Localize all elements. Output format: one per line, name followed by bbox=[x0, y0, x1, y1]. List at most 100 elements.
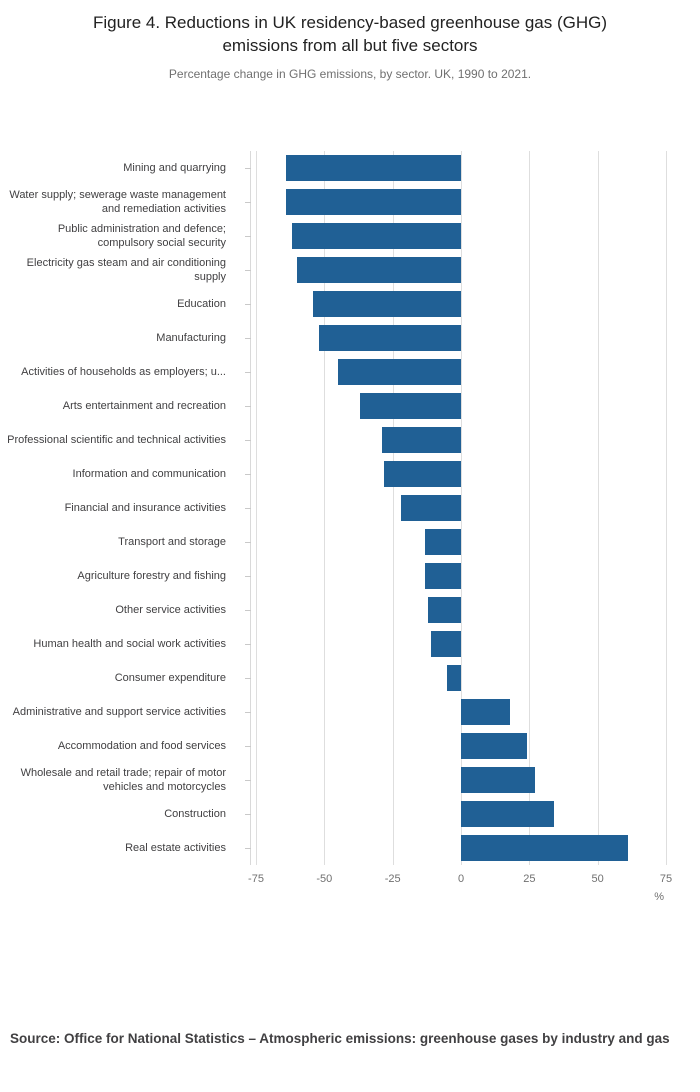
x-tick-label: 75 bbox=[659, 872, 673, 885]
x-tick-label: -50 bbox=[316, 872, 333, 885]
category-label: Financial and insurance activities bbox=[64, 501, 226, 514]
chart-row: Information and communication bbox=[0, 457, 700, 491]
row-plot bbox=[256, 287, 666, 321]
category-label: Electricity gas steam and air conditioni… bbox=[26, 256, 226, 283]
row-plot bbox=[256, 729, 666, 763]
category-label: Public administration and defence; compu… bbox=[57, 222, 226, 249]
bar bbox=[400, 494, 461, 521]
category-tick bbox=[245, 575, 251, 577]
bar bbox=[461, 732, 527, 759]
row-plot bbox=[256, 321, 666, 355]
bar bbox=[428, 596, 461, 623]
category-tick bbox=[245, 439, 251, 441]
bar bbox=[297, 256, 461, 283]
row-plot bbox=[256, 389, 666, 423]
category-label: Professional scientific and technical ac… bbox=[7, 433, 226, 446]
row-plot bbox=[256, 525, 666, 559]
bar-chart: Mining and quarrying Water supply; sewera… bbox=[0, 150, 700, 913]
category-tick bbox=[245, 201, 251, 203]
chart-row: Mining and quarrying bbox=[0, 151, 700, 185]
category-tick bbox=[245, 473, 251, 475]
category-label: Consumer expenditure bbox=[114, 671, 226, 684]
x-tick-label: 25 bbox=[523, 872, 536, 885]
category-tick bbox=[245, 541, 251, 543]
chart-row: Agriculture forestry and fishing bbox=[0, 559, 700, 593]
chart-row: Accommodation and food services bbox=[0, 729, 700, 763]
category-label: Other service activities bbox=[115, 603, 226, 616]
chart-row: Wholesale and retail trade; repair of mo… bbox=[0, 763, 700, 797]
bar bbox=[318, 324, 461, 351]
row-plot bbox=[256, 831, 666, 865]
chart-row: Real estate activities bbox=[0, 831, 700, 865]
category-tick bbox=[245, 813, 251, 815]
category-tick bbox=[245, 643, 251, 645]
row-plot bbox=[256, 627, 666, 661]
chart-plot-area: Mining and quarrying Water supply; sewera… bbox=[0, 150, 700, 865]
chart-row: Manufacturing bbox=[0, 321, 700, 355]
x-tick-label: -75 bbox=[248, 872, 264, 885]
category-tick bbox=[245, 167, 251, 169]
chart-row: Professional scientific and technical ac… bbox=[0, 423, 700, 457]
bar bbox=[384, 460, 461, 487]
category-label: Water supply; sewerage waste management … bbox=[9, 188, 226, 215]
chart-row: Human health and social work activities bbox=[0, 627, 700, 661]
row-plot bbox=[256, 355, 666, 389]
bar bbox=[447, 664, 461, 691]
category-label: Real estate activities bbox=[125, 841, 226, 854]
row-plot bbox=[256, 219, 666, 253]
chart-row: Construction bbox=[0, 797, 700, 831]
category-label: Education bbox=[177, 297, 226, 310]
category-tick bbox=[245, 779, 251, 781]
row-plot bbox=[256, 593, 666, 627]
row-plot bbox=[256, 151, 666, 185]
bar bbox=[461, 800, 554, 827]
category-label: Transport and storage bbox=[118, 535, 226, 548]
chart-row: Transport and storage bbox=[0, 525, 700, 559]
row-plot bbox=[256, 423, 666, 457]
category-tick bbox=[245, 303, 251, 305]
bar bbox=[313, 290, 461, 317]
chart-row: Arts entertainment and recreation bbox=[0, 389, 700, 423]
bar bbox=[286, 154, 461, 181]
category-tick bbox=[245, 677, 251, 679]
category-tick bbox=[245, 405, 251, 407]
bar bbox=[291, 222, 461, 249]
row-plot bbox=[256, 695, 666, 729]
category-label: Mining and quarrying bbox=[123, 161, 226, 174]
row-plot bbox=[256, 797, 666, 831]
row-plot bbox=[256, 559, 666, 593]
chart-row: Public administration and defence; compu… bbox=[0, 219, 700, 253]
category-label: Construction bbox=[164, 807, 226, 820]
bar bbox=[430, 630, 461, 657]
category-tick bbox=[245, 745, 251, 747]
bar bbox=[338, 358, 461, 385]
source-note: Source: Office for National Statistics –… bbox=[10, 1031, 670, 1046]
bar bbox=[461, 834, 628, 861]
chart-title: Figure 4. Reductions in UK residency-bas… bbox=[92, 13, 608, 55]
x-tick-label: 50 bbox=[591, 872, 604, 885]
row-plot bbox=[256, 457, 666, 491]
chart-row: Other service activities bbox=[0, 593, 700, 627]
row-plot bbox=[256, 763, 666, 797]
category-tick bbox=[245, 507, 251, 509]
category-tick bbox=[245, 337, 251, 339]
category-tick bbox=[245, 847, 251, 849]
chart-header: Figure 4. Reductions in UK residency-bas… bbox=[0, 0, 700, 81]
bar bbox=[425, 562, 461, 589]
x-axis: -75 -50 -25 0 25 50 75% bbox=[0, 865, 700, 913]
bar bbox=[286, 188, 461, 215]
chart-row: Financial and insurance activities bbox=[0, 491, 700, 525]
chart-row: Administrative and support service activ… bbox=[0, 695, 700, 729]
chart-row: Activities of households as employers; u… bbox=[0, 355, 700, 389]
bar bbox=[381, 426, 461, 453]
category-label: Wholesale and retail trade; repair of mo… bbox=[20, 766, 226, 793]
category-tick bbox=[245, 269, 251, 271]
category-label: Human health and social work activities bbox=[33, 637, 226, 650]
chart-row: Education bbox=[0, 287, 700, 321]
chart-row: Electricity gas steam and air conditioni… bbox=[0, 253, 700, 287]
row-plot bbox=[256, 661, 666, 695]
category-tick bbox=[245, 609, 251, 611]
row-plot bbox=[256, 491, 666, 525]
x-axis-unit: % bbox=[654, 890, 664, 903]
